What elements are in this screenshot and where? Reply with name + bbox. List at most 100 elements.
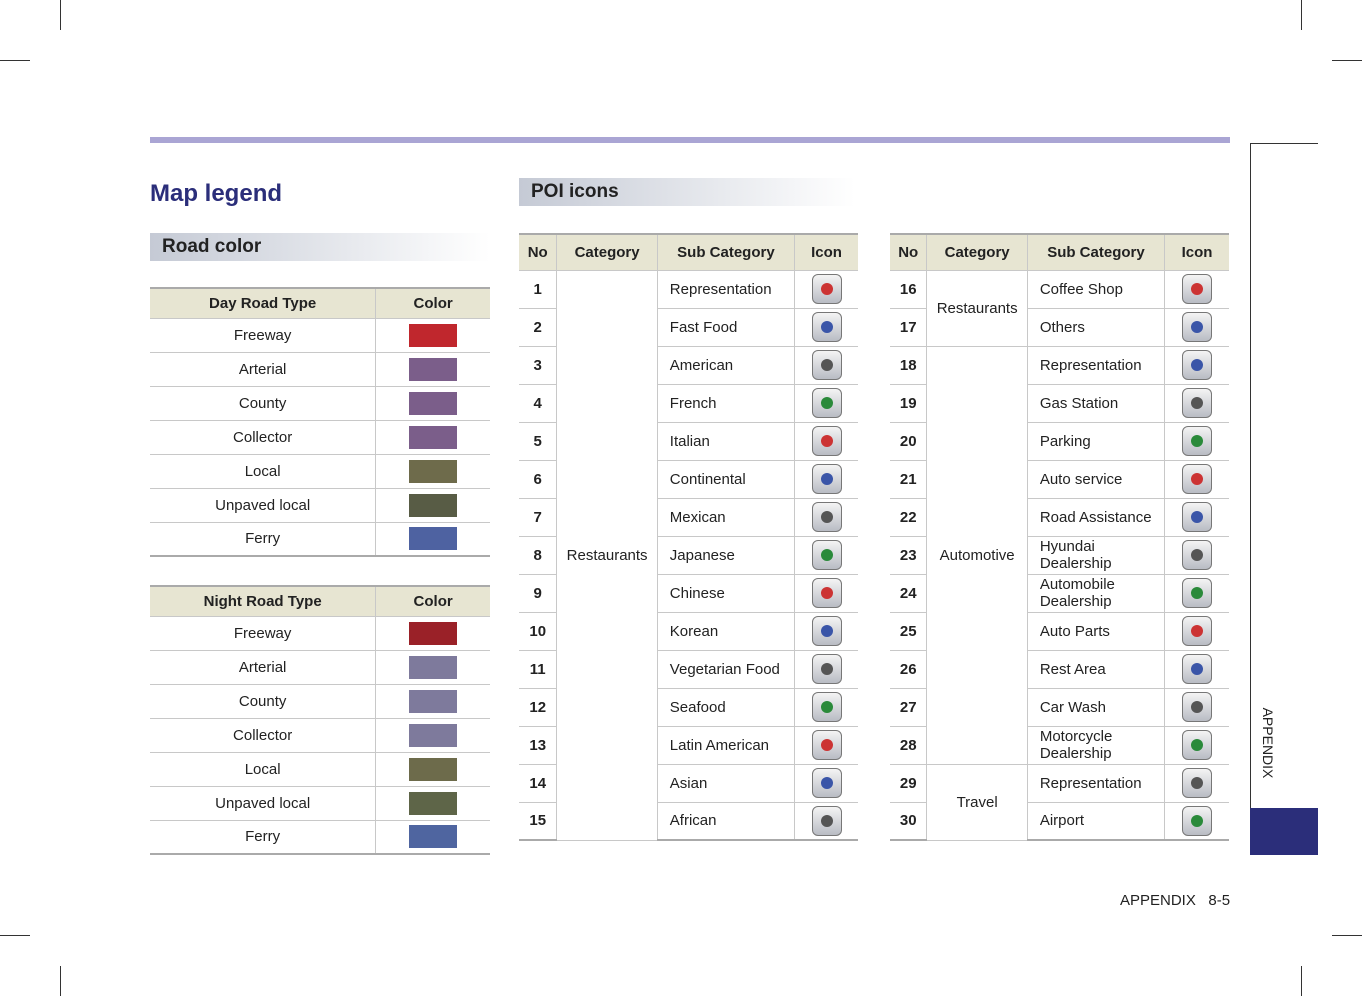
crop-mark	[1301, 0, 1302, 30]
poi-row: 21 Auto service	[890, 460, 1229, 499]
poi-icon-glyph	[820, 777, 833, 789]
color-cell	[375, 718, 490, 753]
poi-row: 8 Japanese	[519, 536, 858, 575]
poi-row: 6 Continental	[519, 460, 858, 499]
poi-row: 12 Seafood	[519, 688, 858, 727]
poi-row: 24 Automobile Dealership	[890, 574, 1229, 613]
poi-icon-glyph	[1191, 511, 1204, 523]
legend-row: County	[150, 684, 490, 719]
poi-icon-glyph	[1191, 587, 1204, 599]
color-swatch	[409, 493, 458, 517]
header-cell: No	[890, 233, 927, 271]
header-cell: No	[519, 233, 557, 271]
poi-row: 7 Mexican	[519, 498, 858, 537]
poi-no: 2	[519, 308, 557, 347]
icon-cell	[794, 308, 858, 347]
poi-icon	[1182, 274, 1213, 304]
poi-row: 5 Italian	[519, 422, 858, 461]
icon-cell	[1164, 574, 1229, 613]
road-type: Ferry	[150, 522, 376, 557]
legend-row: Local	[150, 454, 490, 489]
poi-sub-category: Automobile Dealership	[1026, 574, 1165, 613]
poi-no: 16	[890, 270, 927, 309]
color-swatch	[409, 459, 458, 483]
poi-row: 20 Parking	[890, 422, 1229, 461]
road-type: Arterial	[150, 352, 376, 387]
color-swatch	[409, 357, 458, 381]
tab-rule	[1250, 143, 1318, 144]
poi-category: Automotive	[926, 346, 1028, 765]
icon-cell	[794, 802, 858, 841]
top-rule	[150, 137, 1230, 143]
road-type: Local	[150, 752, 376, 787]
legend-row: Freeway	[150, 616, 490, 651]
poi-row: 11 Vegetarian Food	[519, 650, 858, 689]
poi-no: 7	[519, 498, 557, 537]
poi-icon	[1182, 388, 1213, 418]
poi-no: 5	[519, 422, 557, 461]
poi-icon	[1182, 312, 1213, 342]
poi-sub-category: Gas Station	[1026, 384, 1165, 423]
icon-cell	[1164, 764, 1229, 803]
poi-icon	[811, 692, 842, 722]
poi-no: 10	[519, 612, 557, 651]
side-tab-label: APPENDIX	[1260, 707, 1276, 779]
icon-cell	[794, 612, 858, 651]
icon-cell	[1164, 650, 1229, 689]
poi-icon-glyph	[1191, 435, 1204, 447]
poi-icon	[811, 540, 842, 570]
poi-row: 3 American	[519, 346, 858, 385]
poi-sub-category: Latin American	[656, 726, 795, 765]
poi-row: 25 Auto Parts	[890, 612, 1229, 651]
poi-sub-category: Vegetarian Food	[656, 650, 795, 689]
poi-row: 13 Latin American	[519, 726, 858, 765]
legend-row: Ferry	[150, 820, 490, 855]
poi-no: 26	[890, 650, 927, 689]
poi-icon	[811, 312, 842, 342]
poi-icon	[811, 350, 842, 380]
poi-row: 10 Korean	[519, 612, 858, 651]
icon-cell	[794, 726, 858, 765]
poi-icon-glyph	[820, 511, 833, 523]
poi-row: 27 Car Wash	[890, 688, 1229, 727]
crop-mark	[60, 0, 61, 30]
poi-no: 11	[519, 650, 557, 689]
poi-sub-category: Rest Area	[1026, 650, 1165, 689]
poi-icon-glyph	[1191, 739, 1204, 751]
poi-icon	[811, 426, 842, 456]
poi-row: 2 Fast Food	[519, 308, 858, 347]
crop-mark	[0, 60, 30, 61]
poi-sub-category: Parking	[1026, 422, 1165, 461]
legend-table: Night Road Type Color Freeway Arterial Count…	[150, 585, 490, 855]
poi-sub-category: Japanese	[656, 536, 795, 575]
poi-row: 1 Restaurants Representation	[519, 270, 858, 841]
poi-sub-category: Seafood	[656, 688, 795, 727]
poi-sub-category: African	[656, 802, 795, 841]
poi-sub-category: Auto service	[1026, 460, 1165, 499]
legend-row: Arterial	[150, 352, 490, 387]
icon-cell	[794, 460, 858, 499]
legend-row: County	[150, 386, 490, 421]
color-cell	[375, 318, 490, 353]
poi-icon	[811, 274, 842, 304]
poi-row: 4 French	[519, 384, 858, 423]
road-type: Unpaved local	[150, 488, 376, 523]
icon-cell	[794, 764, 858, 803]
poi-icon	[1182, 730, 1213, 760]
poi-icon	[1182, 464, 1213, 494]
poi-icon	[811, 616, 842, 646]
header-cell: Category	[556, 233, 658, 271]
icon-cell	[794, 650, 858, 689]
icon-cell	[794, 574, 858, 613]
poi-no: 15	[519, 802, 557, 841]
poi-sub-category: Others	[1026, 308, 1165, 347]
poi-icon-glyph	[820, 283, 833, 295]
poi-row: 22 Road Assistance	[890, 498, 1229, 537]
poi-row: 23 Hyundai Dealership	[890, 536, 1229, 575]
footer-page: 8-5	[1208, 892, 1231, 909]
poi-icon	[811, 388, 842, 418]
crop-mark	[1301, 966, 1302, 996]
poi-category: Restaurants	[556, 270, 658, 841]
poi-row: 17 Others	[890, 308, 1229, 347]
color-cell	[375, 386, 490, 421]
